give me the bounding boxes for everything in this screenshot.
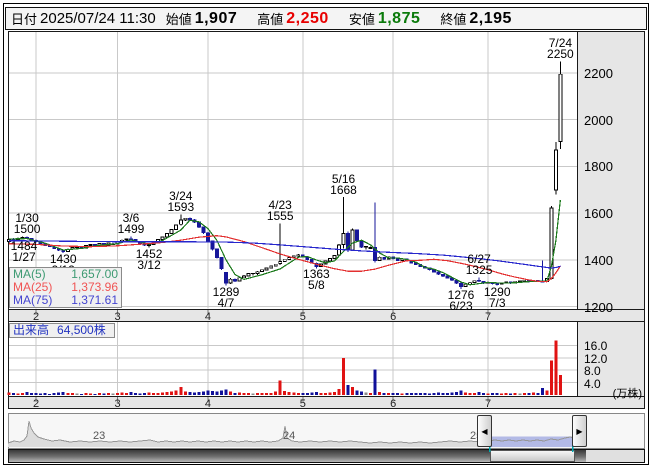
price-annotation: 1289 4/7 — [198, 284, 254, 310]
close-value: 2,195 — [469, 9, 512, 27]
price-annotation: 1290 7/3 — [469, 284, 525, 310]
price-annotation: 4/23 1555 — [252, 199, 308, 224]
volume-axis-unit: (万株) — [612, 388, 642, 400]
price-annotation: 5/16 1668 — [316, 171, 372, 197]
nav-year-label: 24 — [283, 430, 296, 442]
volume-axis-tick: 16.0 — [584, 339, 608, 354]
date-label: 日付 — [11, 12, 38, 27]
annotation-line: 4/7 — [217, 295, 235, 310]
ma75-legend-row: MA(75) 1,371.61 — [13, 294, 118, 307]
month-label-top: 5 — [299, 310, 306, 323]
price-axis-tick: 2000 — [584, 112, 613, 128]
month-label-bottom: 6 — [390, 397, 397, 410]
annotation-line: 1325 — [465, 262, 493, 277]
annotation-line: 5/16 — [331, 171, 356, 186]
horizontal-scrollbar[interactable] — [8, 449, 645, 463]
month-label-top: 2 — [33, 310, 40, 323]
annotation-line: 1500 — [13, 222, 41, 236]
annotation-line: 3/24 — [169, 189, 193, 204]
month-label-bottom: 5 — [299, 397, 306, 410]
annotation-line: 1289 — [212, 284, 240, 299]
open-value: 1,907 — [194, 9, 238, 27]
right-arrow-icon: ▶ — [576, 426, 583, 436]
annotation-line: 6/23 — [449, 298, 473, 313]
ma75-label: MA(75) — [13, 293, 53, 307]
month-strip-bottom — [8, 396, 645, 409]
annotation-line: 1593 — [167, 200, 195, 215]
open-label: 始値 — [165, 12, 192, 27]
month-label-top: 7 — [485, 310, 492, 323]
range-handle-right[interactable]: ▶ — [572, 415, 587, 447]
ma75-value: 1,371.61 — [71, 293, 118, 307]
high-label: 高値 — [257, 12, 284, 27]
price-annotation: 7/24 2250 — [532, 35, 588, 61]
outer-frame — [3, 3, 649, 465]
annotation-line: 1499 — [117, 222, 145, 237]
price-annotation: 6/27 1325 — [451, 253, 507, 277]
price-axis-tick: 1200 — [584, 299, 613, 315]
price-annotation: 1276 6/23 — [433, 287, 489, 313]
quote-header: 日付 2025/07/24 11:30 始値 1,907 高値 2,250 安値… — [5, 7, 647, 30]
ma-legend: MA(5) 1,657.00 MA(25) 1,373.96 MA(75) 1,… — [9, 267, 122, 308]
high-value: 2,250 — [286, 9, 329, 27]
annotation-line: 3/12 — [137, 257, 161, 272]
annotation-line: 1668 — [330, 182, 357, 197]
volume-axis-panel — [577, 321, 645, 397]
month-label-bottom: 7 — [485, 397, 492, 410]
price-annotation: 3/6 1499 — [103, 212, 159, 237]
volume-value: 64,500株 — [57, 323, 106, 337]
nav-year-label: 23 — [93, 430, 106, 442]
month-label-top: 4 — [204, 310, 211, 323]
close-label: 終値 — [440, 12, 467, 27]
month-label-bottom: 4 — [204, 397, 211, 410]
month-label-top: 3 — [114, 310, 121, 323]
low-label: 安値 — [348, 12, 375, 27]
month-label-bottom: 3 — [114, 397, 121, 410]
price-axis-tick: 2200 — [584, 66, 613, 81]
left-arrow-icon: ◀ — [481, 426, 488, 436]
scrollbar-thumb[interactable] — [490, 450, 575, 462]
price-annotation: 1363 5/8 — [288, 268, 344, 293]
volume-header: 出来高 64,500株 — [9, 323, 115, 338]
price-annotation: 3/24 1593 — [153, 189, 209, 215]
price-axis-tick: 1600 — [584, 206, 613, 222]
scrollbar-track-left[interactable] — [9, 450, 490, 462]
annotation-line: 7/3 — [488, 295, 506, 310]
volume-axis-tick: 8.0 — [584, 364, 601, 379]
price-annotation: 1452 3/12 — [121, 248, 177, 272]
volume-axis-tick: 4.0 — [584, 376, 601, 391]
annotation-line: 1276 — [447, 287, 475, 302]
price-axis-tick: 1800 — [584, 159, 613, 175]
annotation-line: 5/8 — [308, 278, 325, 293]
volume-axis-tick: 12.0 — [584, 351, 608, 366]
price-axis-tick: 1400 — [584, 252, 613, 268]
month-label-top: 6 — [390, 310, 397, 323]
date-value: 2025/07/24 11:30 — [40, 10, 156, 27]
price-axis-panel — [577, 31, 645, 310]
annotation-line: 7/24 — [548, 35, 573, 50]
annotation-line: 1290 — [483, 284, 511, 299]
low-value: 1,875 — [377, 9, 421, 27]
range-handle-left[interactable]: ◀ — [477, 415, 492, 447]
month-label-bottom: 2 — [33, 397, 40, 410]
volume-label: 出来高 — [13, 323, 50, 337]
annotation-line: 1555 — [266, 209, 294, 224]
annotation-line: 2250 — [547, 46, 574, 61]
scrollbar-track-right[interactable] — [575, 450, 586, 462]
price-annotation: 1/30 1500 — [0, 212, 55, 236]
